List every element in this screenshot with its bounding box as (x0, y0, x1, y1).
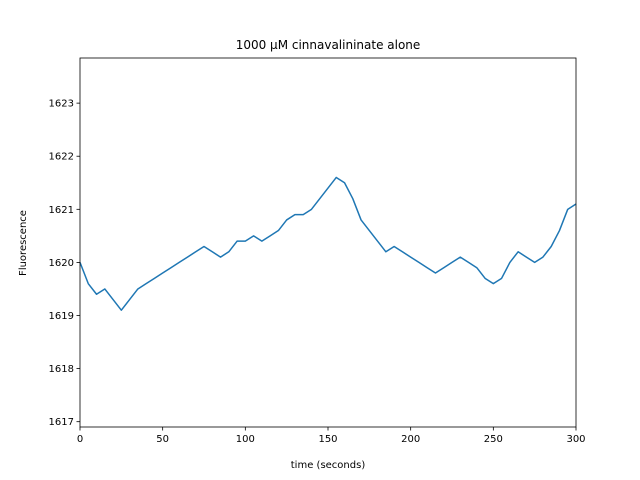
x-axis-label: time (seconds) (291, 460, 366, 471)
x-axis: 0 50 100 150 200 250 300 (77, 427, 586, 445)
series-layer (79, 176, 577, 311)
x-tick-label: 0 (77, 434, 83, 445)
y-axis-label: Fluorescence (18, 210, 29, 276)
x-tick-label: 250 (484, 434, 503, 445)
y-tick-label: 1621 (49, 205, 74, 216)
y-axis: 1617 1618 1619 1620 1621 1622 1623 (49, 99, 80, 428)
plot-area-background (80, 58, 576, 427)
y-tick-label: 1619 (49, 311, 74, 322)
chart-title: 1000 µM cinnavalininate alone (236, 38, 421, 52)
x-tick-label: 200 (401, 434, 420, 445)
y-tick-label: 1618 (49, 364, 74, 375)
y-tick-label: 1617 (49, 417, 74, 428)
x-tick-label: 50 (156, 434, 169, 445)
y-tick-label: 1623 (49, 99, 74, 110)
y-tick-label: 1622 (49, 152, 74, 163)
series-line-0 (79, 176, 577, 311)
y-tick-label: 1620 (49, 258, 74, 269)
x-tick-label: 150 (318, 434, 337, 445)
x-tick-label: 300 (566, 434, 585, 445)
x-tick-label: 100 (236, 434, 255, 445)
